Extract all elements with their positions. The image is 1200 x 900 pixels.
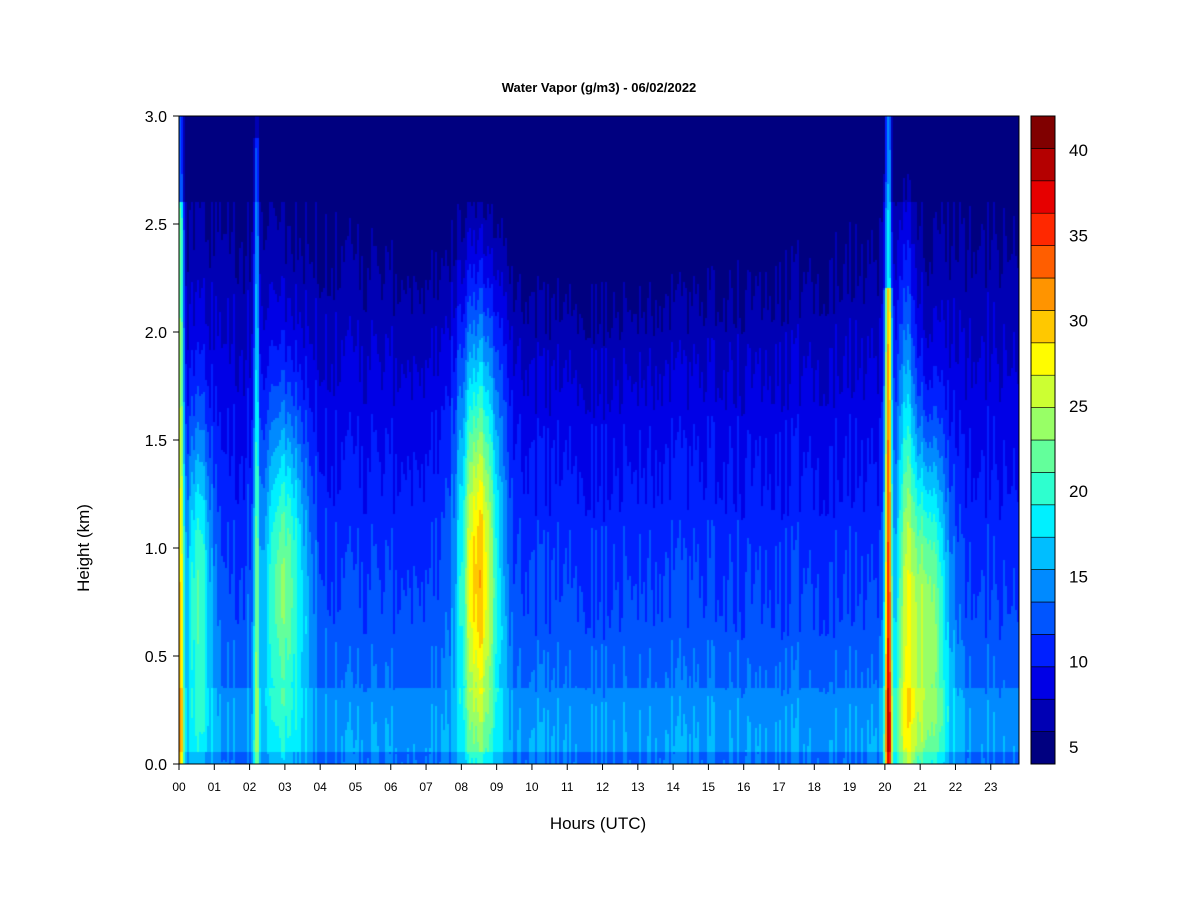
colorbar-segment [1030,310,1056,344]
colorbar-segment [1030,504,1056,538]
colorbar-segment [1030,212,1056,246]
colorbar-segment [1030,148,1056,182]
x-tick-label: 22 [949,780,963,794]
x-tick-label: 14 [666,780,680,794]
colorbar-segment [1030,698,1056,732]
colorbar: 5 10 15 20 25 30 35 40 [1030,115,1088,765]
x-axis: 00 01 02 03 04 05 06 07 08 09 10 11 12 13 14 15 16 17 18 19… [172,764,998,794]
y-tick-label: 2.0 [145,325,167,342]
colorbar-tick-label: 5 [1069,738,1078,757]
colorbar-segment [1030,180,1056,214]
y-tick-label: 2.5 [145,217,167,234]
colorbar-segment [1030,374,1056,408]
colorbar-segment [1030,601,1056,635]
x-tick-label: 01 [208,780,222,794]
x-tick-label: 11 [561,780,574,794]
y-tick-label: 3.0 [145,109,167,126]
colorbar-segment [1030,277,1056,311]
colorbar-tick-label: 30 [1069,312,1088,331]
x-tick-label: 04 [313,780,327,794]
y-tick-label: 0.0 [145,757,167,774]
colorbar-tick-label: 15 [1069,567,1088,586]
x-tick-label: 18 [808,780,822,794]
y-tick-label: 1.5 [145,433,167,450]
x-tick-label: 00 [172,780,186,794]
colorbar-tick-label: 35 [1069,226,1088,245]
colorbar-segment [1030,536,1056,570]
x-tick-label: 10 [525,780,539,794]
x-tick-label: 23 [984,780,998,794]
x-tick-label: 12 [596,780,610,794]
heatmap-canvas [179,116,1019,764]
x-tick-label: 21 [913,780,927,794]
y-tick-label: 0.5 [145,649,167,666]
x-tick-label: 16 [737,780,751,794]
colorbar-tick-label: 20 [1069,482,1088,501]
x-tick-label: 07 [419,780,433,794]
x-tick-label: 09 [490,780,504,794]
x-tick-label: 03 [278,780,292,794]
heatmap-plot-area [178,115,1020,765]
colorbar-segment [1030,439,1056,473]
x-tick-label: 15 [702,780,716,794]
x-tick-label: 19 [843,780,857,794]
x-tick-label: 17 [772,780,786,794]
colorbar-frame [1030,115,1056,765]
y-axis-label: Height (km) [74,504,93,592]
x-tick-label: 06 [384,780,398,794]
colorbar-segment [1030,342,1056,376]
colorbar-segment [1030,731,1056,765]
colorbar-segment [1030,569,1056,603]
colorbar-segment [1030,115,1056,149]
colorbar-segment [1030,407,1056,441]
x-axis-label: Hours (UTC) [550,814,646,833]
colorbar-tick-label: 25 [1069,397,1088,416]
y-axis: 0.0 0.5 1.0 1.5 2.0 2.5 3.0 [145,109,179,774]
chart-title: Water Vapor (g/m3) - 06/02/2022 [502,80,697,95]
colorbar-segment [1030,634,1056,668]
x-tick-label: 20 [878,780,892,794]
colorbar-segment [1030,666,1056,700]
colorbar-tick-label: 40 [1069,141,1088,160]
x-tick-label: 13 [631,780,645,794]
colorbar-segment [1030,245,1056,279]
colorbar-tick-label: 10 [1069,653,1088,672]
colorbar-segment [1030,472,1056,506]
x-tick-label: 08 [455,780,469,794]
x-tick-label: 05 [349,780,363,794]
x-tick-label: 02 [243,780,257,794]
y-tick-label: 1.0 [145,541,167,558]
